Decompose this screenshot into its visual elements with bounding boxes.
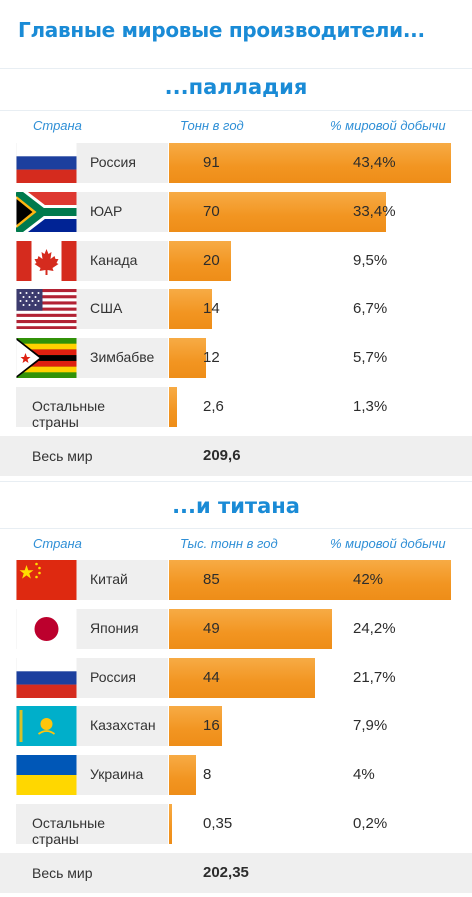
value-label: 2,6 — [203, 398, 224, 415]
flag-canada-icon — [16, 241, 77, 281]
flag-zimbabwe-icon — [16, 338, 77, 378]
value-bar — [169, 706, 222, 746]
column-header-value: Тонн в год — [180, 118, 244, 133]
column-header-share: % мировой добычи — [330, 118, 446, 133]
value-bar — [169, 609, 332, 649]
divider — [0, 481, 472, 482]
flag-japan-icon — [16, 609, 77, 649]
value-bar — [169, 289, 212, 329]
value-bar — [169, 755, 196, 795]
country-label: Канада — [90, 252, 138, 268]
country-label: Россия — [90, 669, 136, 685]
value-bar — [169, 658, 315, 698]
flag-kazakhstan-icon — [16, 706, 77, 746]
country-label: США — [90, 300, 123, 316]
share-label: 21,7% — [353, 669, 396, 686]
country-label: Остальные страны — [32, 398, 105, 430]
share-label: 43,4% — [353, 154, 396, 171]
country-label: Казахстан — [90, 717, 156, 733]
column-header-country: Страна — [33, 536, 82, 551]
total-value: 202,35 — [203, 864, 249, 881]
total-row — [0, 436, 472, 476]
flag-ukraine-icon — [16, 755, 77, 795]
value-label: 16 — [203, 717, 220, 734]
value-label: 12 — [203, 349, 220, 366]
row-background — [16, 804, 168, 844]
total-value: 209,6 — [203, 447, 241, 464]
value-bar — [169, 143, 451, 183]
total-label: Весь мир — [32, 448, 93, 464]
country-label: ЮАР — [90, 203, 123, 219]
flag-usa-icon — [16, 289, 77, 329]
share-label: 24,2% — [353, 620, 396, 637]
value-bar — [169, 387, 177, 427]
share-label: 7,9% — [353, 717, 388, 734]
value-label: 0,35 — [203, 815, 233, 832]
section-title: ...палладия — [164, 75, 308, 99]
value-label: 91 — [203, 154, 220, 171]
column-header-country: Страна — [33, 118, 82, 133]
divider — [0, 528, 472, 529]
value-bar — [169, 192, 386, 232]
value-label: 8 — [203, 766, 212, 783]
value-bar — [169, 241, 231, 281]
country-label: Зимбабве — [90, 349, 155, 365]
row-background — [16, 387, 168, 427]
share-label: 0,2% — [353, 815, 388, 832]
share-label: 42% — [353, 571, 384, 588]
share-label: 33,4% — [353, 203, 396, 220]
value-label: 70 — [203, 203, 220, 220]
country-label: Россия — [90, 154, 136, 170]
flag-south-africa-icon — [16, 192, 77, 232]
value-label: 44 — [203, 669, 220, 686]
column-header-value: Тыс. тонн в год — [180, 536, 278, 551]
page-title: Главные мировые производители... — [18, 18, 425, 42]
share-label: 9,5% — [353, 252, 388, 269]
total-row — [0, 853, 472, 893]
value-label: 20 — [203, 252, 220, 269]
value-label: 49 — [203, 620, 220, 637]
country-label: Китай — [90, 571, 128, 587]
flag-china-icon — [16, 560, 77, 600]
divider — [0, 110, 472, 111]
divider — [0, 68, 472, 69]
section-title: ...и титана — [172, 494, 300, 518]
flag-russia-icon — [16, 143, 77, 183]
share-label: 1,3% — [353, 398, 388, 415]
total-label: Весь мир — [32, 865, 93, 881]
value-bar — [169, 338, 206, 378]
value-bar — [169, 560, 451, 600]
country-label: Япония — [90, 620, 139, 636]
flag-russia-icon — [16, 658, 77, 698]
share-label: 6,7% — [353, 300, 388, 317]
share-label: 5,7% — [353, 349, 388, 366]
value-label: 85 — [203, 571, 220, 588]
country-label: Украина — [90, 766, 144, 782]
country-label: Остальные страны — [32, 815, 105, 847]
value-label: 14 — [203, 300, 220, 317]
share-label: 4% — [353, 766, 375, 783]
column-header-share: % мировой добычи — [330, 536, 446, 551]
value-bar — [169, 804, 172, 844]
